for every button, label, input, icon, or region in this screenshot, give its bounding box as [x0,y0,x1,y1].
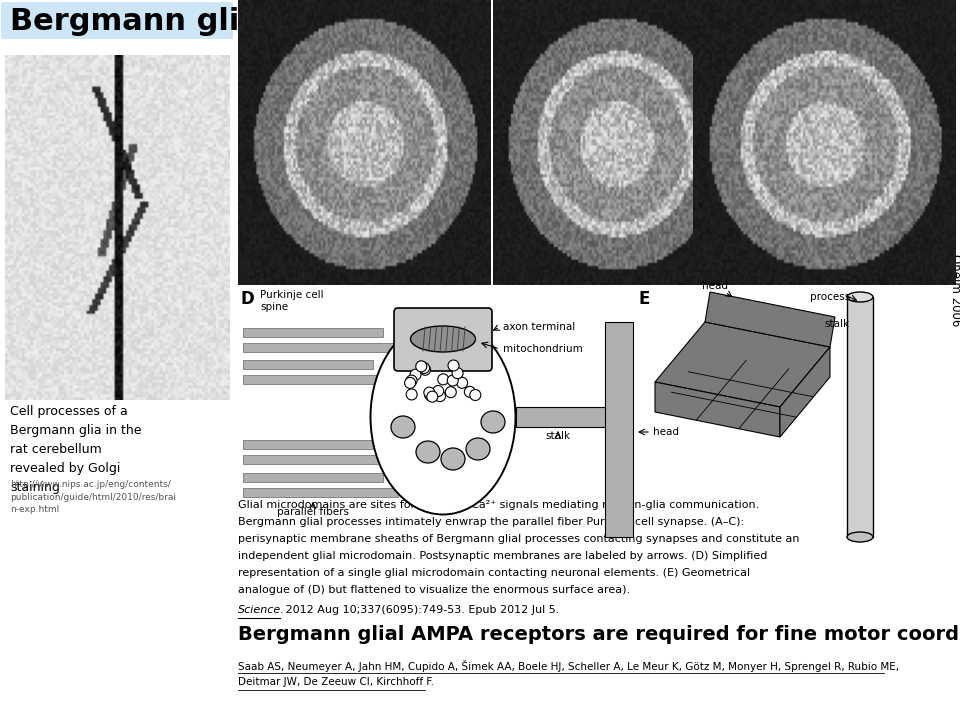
Bar [243,455,398,464]
Ellipse shape [481,411,505,433]
Text: Saab AS, Neumeyer A, Jahn HM, Cupido A, Šimek AA, Boele HJ, Scheller A, Le Meur : Saab AS, Neumeyer A, Jahn HM, Cupido A, … [238,660,900,672]
Circle shape [438,374,448,385]
Text: stalk: stalk [825,319,850,329]
Text: Cell processes of a
Bergmann glia in the
rat cerebellum
revealed by Golgi
staini: Cell processes of a Bergmann glia in the… [10,405,141,494]
Text: D: D [241,290,254,308]
Text: stalk: stalk [545,431,570,441]
Circle shape [424,390,436,400]
Circle shape [406,389,418,400]
Text: 2012 Aug 10;337(6095):749-53. Epub 2012 Jul 5.: 2012 Aug 10;337(6095):749-53. Epub 2012 … [282,605,560,615]
Text: A: A [244,6,258,24]
Circle shape [465,386,475,398]
Text: axon terminal: axon terminal [503,322,575,332]
Circle shape [447,375,458,386]
Circle shape [445,387,456,398]
Text: C: C [699,6,712,24]
Bar [243,360,373,369]
Text: 1 µm: 1 µm [261,245,288,255]
Ellipse shape [847,292,873,302]
Circle shape [457,377,468,388]
Bar [516,407,606,427]
Circle shape [416,361,427,372]
Text: mitochondrium: mitochondrium [503,344,583,354]
Ellipse shape [847,532,873,542]
Circle shape [420,364,431,376]
Circle shape [424,387,435,398]
Bar [605,322,633,537]
Text: head: head [702,281,728,291]
Text: parallel fibers: parallel fibers [277,507,349,517]
Ellipse shape [416,441,440,463]
Circle shape [452,368,463,378]
Polygon shape [705,292,835,347]
Bar [243,473,383,482]
Polygon shape [655,382,780,437]
Circle shape [433,386,444,397]
Circle shape [448,360,459,371]
Text: B: B [499,6,513,24]
Polygon shape [780,347,830,437]
Text: Deitmar JW, De Zeeuw CI, Kirchhoff F.: Deitmar JW, De Zeeuw CI, Kirchhoff F. [238,677,434,687]
Ellipse shape [371,320,516,515]
Bar [243,488,398,497]
Text: process: process [809,292,850,302]
Circle shape [427,391,438,402]
Ellipse shape [411,326,475,352]
Circle shape [404,378,416,388]
Text: perisynaptic membrane sheaths of Bergmann glial processes contacting synapses an: perisynaptic membrane sheaths of Bergman… [238,534,800,544]
Bar [243,440,373,449]
Text: head: head [653,427,679,437]
Text: representation of a single glial microdomain contacting neuronal elements. (E) G: representation of a single glial microdo… [238,568,750,578]
Circle shape [469,390,481,400]
Text: Bergmann glial AMPA receptors are required for fine motor coordination.: Bergmann glial AMPA receptors are requir… [238,625,960,644]
Bar [243,343,403,352]
FancyBboxPatch shape [1,2,233,39]
Ellipse shape [441,448,465,470]
Text: Glial microdomains are sites for localized Ca²⁺ signals mediating neuron-glia co: Glial microdomains are sites for localiz… [238,500,759,510]
Text: Bergmann glial processes intimately enwrap the parallel fiber Purkinje cell syna: Bergmann glial processes intimately enwr… [238,517,744,527]
Ellipse shape [466,438,490,460]
Text: Science.: Science. [238,605,285,615]
FancyBboxPatch shape [394,308,492,371]
Bar [847,297,873,537]
Text: http://www.nips.ac.jp/eng/contents/
publication/guide/html/2010/res/brai
n-exp.h: http://www.nips.ac.jp/eng/contents/ publ… [10,480,176,514]
Text: Bergmann glia: Bergmann glia [10,6,260,36]
Text: Oheim 2006: Oheim 2006 [948,253,960,326]
Text: analogue of (D) but flattened to visualize the enormous surface area).: analogue of (D) but flattened to visuali… [238,585,630,595]
Text: E: E [638,290,649,308]
Circle shape [435,391,445,402]
Polygon shape [655,322,830,407]
Ellipse shape [391,416,415,438]
Circle shape [406,375,417,386]
Circle shape [410,369,421,380]
Text: Purkinje cell
spine: Purkinje cell spine [260,290,324,312]
Bar [243,375,398,384]
Text: independent glial microdomain. Postsynaptic membranes are labeled by arrows. (D): independent glial microdomain. Postsynap… [238,551,767,561]
Bar [243,328,383,337]
Circle shape [419,363,429,373]
